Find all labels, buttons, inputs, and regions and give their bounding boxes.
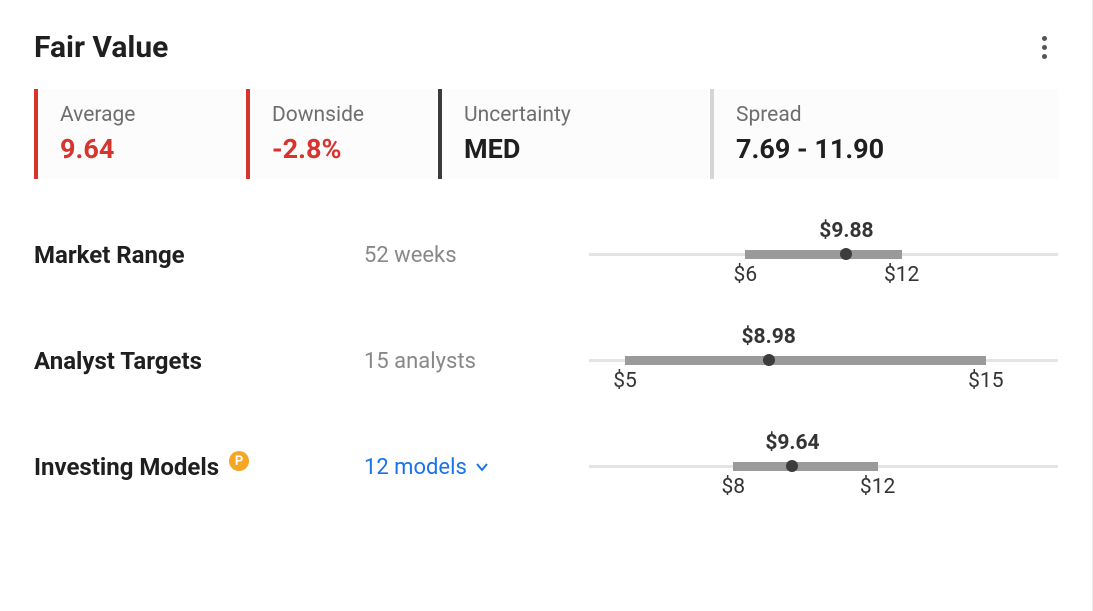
slider-current-dot bbox=[840, 248, 852, 260]
slider-current-label: $9.88 bbox=[819, 219, 873, 243]
stat-average[interactable]: Average 9.64 bbox=[34, 89, 244, 179]
stat-value: 7.69 - 11.90 bbox=[736, 133, 1036, 165]
row-title-text: Investing Models bbox=[34, 453, 219, 481]
stat-uncertainty[interactable]: Uncertainty MED bbox=[438, 89, 708, 179]
slider-current-label: $9.64 bbox=[765, 431, 819, 455]
slider-range bbox=[625, 356, 986, 365]
premium-badge-icon: P bbox=[229, 451, 249, 471]
stat-value: -2.8% bbox=[272, 133, 414, 165]
metric-rows: Market Range 52 weeks $9.88$6$12 Analyst… bbox=[34, 225, 1058, 497]
stat-value: 9.64 bbox=[60, 133, 222, 165]
slider-low-label: $8 bbox=[721, 475, 745, 499]
slider-range bbox=[733, 462, 877, 471]
slider-high-label: $12 bbox=[884, 263, 919, 287]
fair-value-panel: Fair Value Average 9.64 Downside -2.8% U… bbox=[0, 0, 1092, 507]
range-slider: $8.98$5$15 bbox=[589, 331, 1058, 391]
slider-low-label: $5 bbox=[613, 369, 637, 393]
stat-spread[interactable]: Spread 7.69 - 11.90 bbox=[710, 89, 1058, 179]
stat-downside[interactable]: Downside -2.8% bbox=[246, 89, 436, 179]
panel-header: Fair Value bbox=[34, 30, 1058, 65]
row-title: Market Range bbox=[34, 241, 364, 269]
slider-low-label: $6 bbox=[734, 263, 758, 287]
range-slider: $9.88$6$12 bbox=[589, 225, 1058, 285]
slider-range bbox=[745, 250, 901, 259]
row-subtitle: 52 weeks bbox=[364, 243, 589, 268]
slider-high-label: $15 bbox=[968, 369, 1003, 393]
slider-current-dot bbox=[786, 460, 798, 472]
row-subtitle: 15 analysts bbox=[364, 349, 589, 374]
stat-label: Uncertainty bbox=[464, 103, 686, 127]
row-market-range: Market Range 52 weeks $9.88$6$12 bbox=[34, 225, 1058, 285]
slider-current-dot bbox=[763, 354, 775, 366]
slider-high-label: $12 bbox=[860, 475, 895, 499]
slider-current-label: $8.98 bbox=[742, 325, 796, 349]
row-title: Investing Models P bbox=[34, 453, 364, 481]
stats-row: Average 9.64 Downside -2.8% Uncertainty … bbox=[34, 89, 1058, 179]
more-options-button[interactable] bbox=[1030, 34, 1058, 62]
models-dropdown[interactable]: 12 models bbox=[364, 455, 589, 480]
chevron-down-icon bbox=[475, 460, 489, 474]
panel-title: Fair Value bbox=[34, 30, 168, 65]
row-title: Analyst Targets bbox=[34, 347, 364, 375]
row-investing-models: Investing Models P 12 models $9.64$8$12 bbox=[34, 437, 1058, 497]
stat-value: MED bbox=[464, 133, 686, 165]
more-vertical-icon bbox=[1042, 36, 1047, 59]
stat-label: Spread bbox=[736, 103, 1036, 127]
range-slider: $9.64$8$12 bbox=[589, 437, 1058, 497]
models-count-label: 12 models bbox=[364, 455, 467, 480]
stat-label: Average bbox=[60, 103, 222, 127]
stat-label: Downside bbox=[272, 103, 414, 127]
row-analyst-targets: Analyst Targets 15 analysts $8.98$5$15 bbox=[34, 331, 1058, 391]
